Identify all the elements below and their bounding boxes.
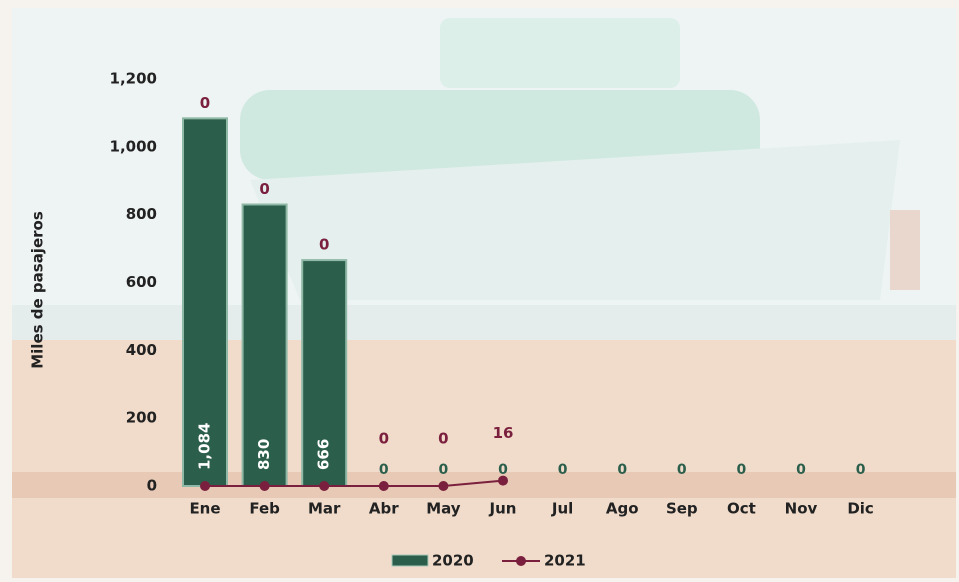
line-value-label: 0 <box>379 430 389 448</box>
x-tick-label: Nov <box>785 500 818 518</box>
line-value-label: 0 <box>319 236 329 254</box>
bar-value-label: 666 <box>315 439 333 470</box>
y-tick-label: 200 <box>126 409 157 427</box>
legend-label: 2021 <box>544 552 586 570</box>
y-tick-label: 400 <box>126 341 157 359</box>
bar-value-label: 1,084 <box>196 423 214 470</box>
x-tick-label: Ago <box>606 500 639 518</box>
bar-value-label: 0 <box>379 462 389 478</box>
x-tick-label: Jul <box>551 500 573 518</box>
bar-value-label: 830 <box>255 439 273 470</box>
bar-value-label: 0 <box>498 462 508 478</box>
bar-value-label: 0 <box>796 462 806 478</box>
x-tick-label: Ene <box>189 500 220 518</box>
x-tick-label: May <box>426 500 461 518</box>
x-tick-label: Oct <box>727 500 756 518</box>
y-tick-label: 1,000 <box>110 137 157 155</box>
y-axis-title: Miles de pasajeros <box>29 211 47 369</box>
x-tick-label: Feb <box>249 500 280 518</box>
bar-value-label: 0 <box>439 462 449 478</box>
x-tick-label: Jun <box>489 500 517 518</box>
x-tick-label: Dic <box>847 500 873 518</box>
line <box>205 479 504 487</box>
bar <box>301 259 348 487</box>
y-tick-label: 600 <box>126 273 157 291</box>
x-tick-label: Abr <box>369 500 399 518</box>
bar <box>241 203 288 487</box>
legend-label: 2020 <box>432 552 474 570</box>
line-value-label: 0 <box>200 94 210 112</box>
x-tick-label: Sep <box>666 500 698 518</box>
x-tick-label: Mar <box>308 500 341 518</box>
y-tick-label: 1,200 <box>110 70 157 88</box>
legend-marker <box>516 556 526 566</box>
line-marker <box>378 481 389 491</box>
line-marker <box>319 481 330 491</box>
y-tick-label: 800 <box>126 205 157 223</box>
line-value-label: 0 <box>259 180 269 198</box>
line-marker <box>438 481 449 491</box>
line-marker <box>259 481 270 491</box>
line-marker <box>200 481 210 491</box>
legend-swatch <box>391 554 429 567</box>
bar-value-label: 0 <box>856 462 866 478</box>
bar-value-label: 0 <box>617 462 627 478</box>
line-marker <box>498 475 508 486</box>
line-value-label: 0 <box>438 430 448 448</box>
bar-value-label: 0 <box>677 462 687 478</box>
bar-value-label: 0 <box>558 462 568 478</box>
y-tick-label: 0 <box>147 477 157 495</box>
bar-value-label: 0 <box>737 462 747 478</box>
legend: 2020 2021 <box>391 552 586 570</box>
line-value-label: 16 <box>493 424 514 442</box>
